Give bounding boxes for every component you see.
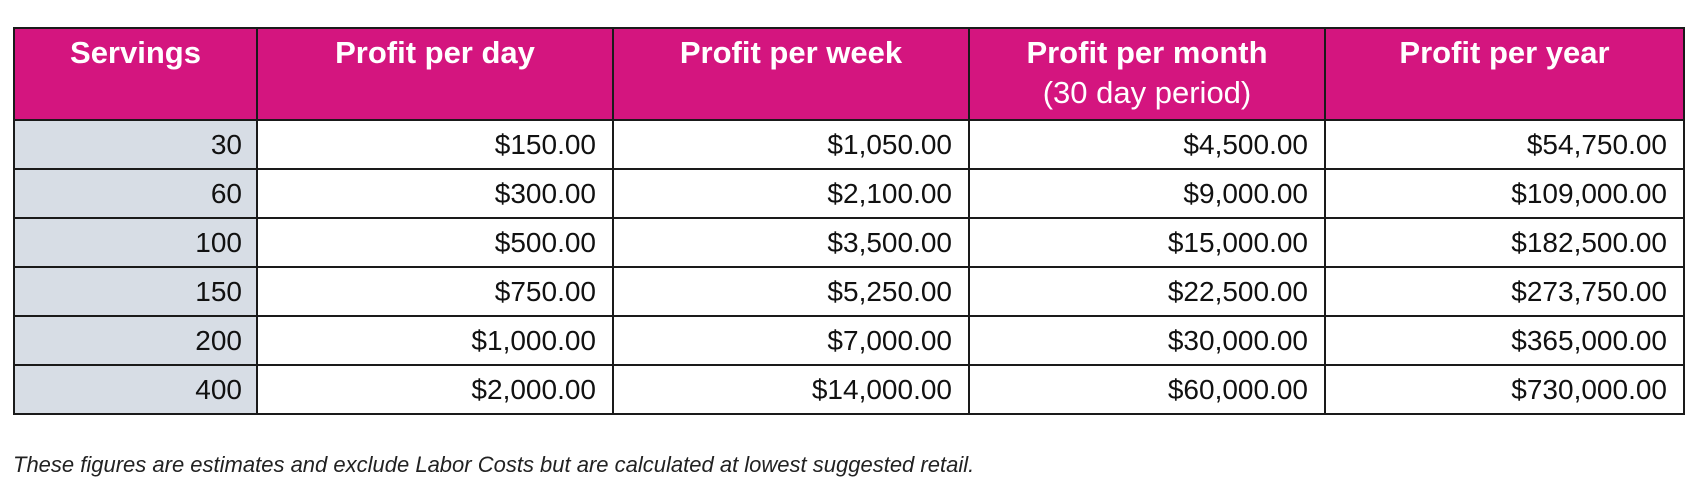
profit-table: Servings Profit per day Profit per week … <box>13 27 1685 415</box>
header-profit-per-month: Profit per month (30 day period) <box>968 27 1326 121</box>
profit-week-cell: $14,000.00 <box>612 364 970 415</box>
profit-year-cell: $365,000.00 <box>1324 315 1685 366</box>
header-servings-title: Servings <box>70 35 201 70</box>
header-profit-per-month-subtitle: (30 day period) <box>1042 75 1252 110</box>
profit-year-cell: $109,000.00 <box>1324 168 1685 219</box>
profit-day-cell: $150.00 <box>256 119 614 170</box>
profit-month-cell: $30,000.00 <box>968 315 1326 366</box>
profit-year-cell: $730,000.00 <box>1324 364 1685 415</box>
table-row: 200 $1,000.00 $7,000.00 $30,000.00 $365,… <box>13 315 1685 366</box>
profit-day-cell: $1,000.00 <box>256 315 614 366</box>
table-row: 400 $2,000.00 $14,000.00 $60,000.00 $730… <box>13 364 1685 415</box>
servings-cell: 400 <box>13 364 258 415</box>
header-profit-per-week-title: Profit per week <box>679 35 903 70</box>
profit-week-cell: $7,000.00 <box>612 315 970 366</box>
header-servings: Servings <box>13 27 258 121</box>
profit-year-cell: $182,500.00 <box>1324 217 1685 268</box>
servings-cell: 30 <box>13 119 258 170</box>
header-profit-per-week: Profit per week <box>612 27 970 121</box>
profit-day-cell: $750.00 <box>256 266 614 317</box>
servings-cell: 200 <box>13 315 258 366</box>
profit-year-cell: $273,750.00 <box>1324 266 1685 317</box>
profit-day-cell: $500.00 <box>256 217 614 268</box>
profit-year-cell: $54,750.00 <box>1324 119 1685 170</box>
header-profit-per-month-title: Profit per month <box>1026 35 1268 70</box>
header-profit-per-year-title: Profit per year <box>1399 35 1610 70</box>
profit-week-cell: $3,500.00 <box>612 217 970 268</box>
profit-week-cell: $1,050.00 <box>612 119 970 170</box>
servings-cell: 150 <box>13 266 258 317</box>
profit-month-cell: $15,000.00 <box>968 217 1326 268</box>
table-row: 100 $500.00 $3,500.00 $15,000.00 $182,50… <box>13 217 1685 268</box>
profit-table-container: Servings Profit per day Profit per week … <box>13 27 1685 415</box>
profit-month-cell: $22,500.00 <box>968 266 1326 317</box>
profit-day-cell: $2,000.00 <box>256 364 614 415</box>
profit-week-cell: $5,250.00 <box>612 266 970 317</box>
servings-cell: 60 <box>13 168 258 219</box>
profit-month-cell: $9,000.00 <box>968 168 1326 219</box>
table-row: 150 $750.00 $5,250.00 $22,500.00 $273,75… <box>13 266 1685 317</box>
profit-week-cell: $2,100.00 <box>612 168 970 219</box>
header-profit-per-day-title: Profit per day <box>335 35 535 70</box>
profit-month-cell: $4,500.00 <box>968 119 1326 170</box>
header-profit-per-year: Profit per year <box>1324 27 1685 121</box>
servings-cell: 100 <box>13 217 258 268</box>
profit-month-cell: $60,000.00 <box>968 364 1326 415</box>
header-profit-per-day: Profit per day <box>256 27 614 121</box>
table-row: 60 $300.00 $2,100.00 $9,000.00 $109,000.… <box>13 168 1685 219</box>
footnote: These figures are estimates and exclude … <box>13 452 975 477</box>
profit-day-cell: $300.00 <box>256 168 614 219</box>
table-row: 30 $150.00 $1,050.00 $4,500.00 $54,750.0… <box>13 119 1685 170</box>
header-row: Servings Profit per day Profit per week … <box>13 27 1685 121</box>
